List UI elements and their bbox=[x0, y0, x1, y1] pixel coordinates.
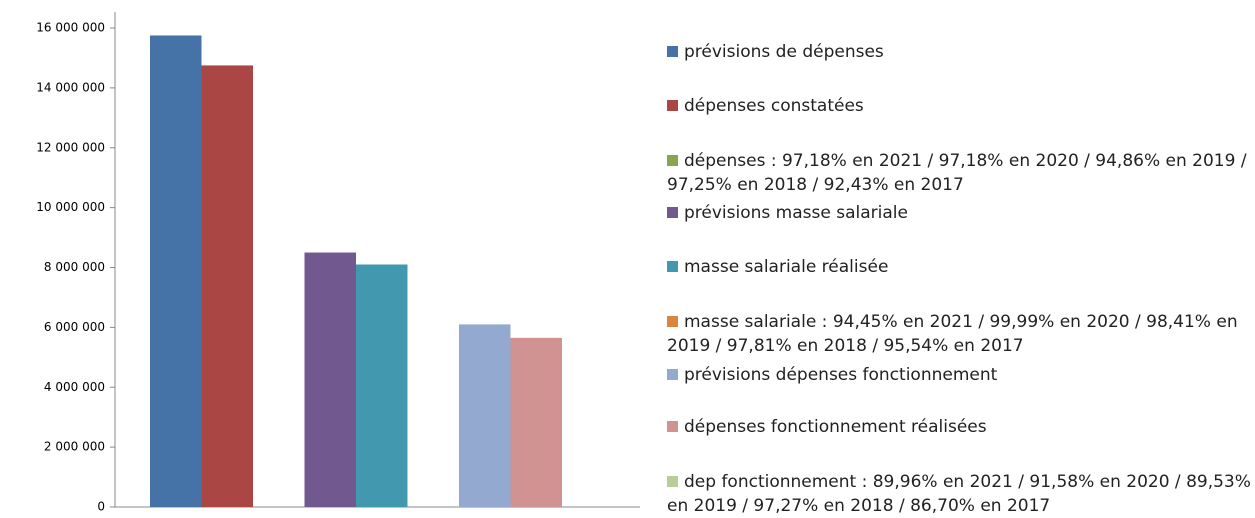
legend-entry: dépenses fonctionnement réalisées bbox=[667, 415, 1252, 439]
legend-label: dépenses constatées bbox=[684, 96, 864, 116]
y-tick-label: 12 000 000 bbox=[36, 140, 105, 154]
legend-swatch bbox=[667, 369, 678, 380]
bar bbox=[459, 324, 511, 507]
legend-entry: prévisions de dépenses bbox=[667, 40, 1252, 64]
bar bbox=[510, 337, 562, 507]
legend-swatch bbox=[667, 46, 678, 57]
legend-entry: masse salariale : 94,45% en 2021 / 99,99… bbox=[667, 310, 1252, 358]
legend-label: prévisions dépenses fonctionnement bbox=[684, 365, 998, 385]
y-tick-label: 14 000 000 bbox=[36, 80, 105, 94]
legend-swatch bbox=[667, 155, 678, 166]
legend-swatch bbox=[667, 261, 678, 272]
y-tick-label: 16 000 000 bbox=[36, 21, 105, 35]
legend-entry: dépenses constatées bbox=[667, 94, 1252, 118]
y-tick-label: 4 000 000 bbox=[44, 380, 105, 394]
legend-label: masse salariale : 94,45% en 2021 / 99,99… bbox=[667, 312, 1238, 356]
y-tick-label: 8 000 000 bbox=[44, 260, 105, 274]
legend-entry: dépenses : 97,18% en 2021 / 97,18% en 20… bbox=[667, 149, 1252, 197]
y-tick-label: 2 000 000 bbox=[44, 440, 105, 454]
legend-entry: dep fonctionnement : 89,96% en 2021 / 91… bbox=[667, 470, 1252, 518]
legend-swatch bbox=[667, 207, 678, 218]
bar bbox=[304, 252, 356, 507]
legend-label: masse salariale réalisée bbox=[684, 257, 889, 277]
legend-swatch bbox=[667, 476, 678, 487]
legend-label: dépenses : 97,18% en 2021 / 97,18% en 20… bbox=[667, 151, 1247, 195]
legend-swatch bbox=[667, 421, 678, 432]
legend-swatch bbox=[667, 100, 678, 111]
legend-swatch bbox=[667, 316, 678, 327]
bar bbox=[201, 65, 253, 507]
chart: 0 2 000 000 4 000 000 6 000 000 8 000 000 10 … bbox=[36, 12, 640, 514]
legend-label: dep fonctionnement : 89,96% en 2021 / 91… bbox=[667, 472, 1251, 516]
legend-entry: prévisions masse salariale bbox=[667, 201, 1252, 225]
legend-entry: prévisions dépenses fonctionnement bbox=[667, 363, 1252, 387]
legend-label: dépenses fonctionnement réalisées bbox=[684, 417, 987, 437]
y-tick-label: 10 000 000 bbox=[36, 200, 105, 214]
legend-label: prévisions de dépenses bbox=[684, 42, 884, 62]
y-tick-label: 0 bbox=[97, 500, 105, 514]
y-tick-label: 6 000 000 bbox=[44, 320, 105, 334]
bar bbox=[356, 264, 408, 507]
legend-entry: masse salariale réalisée bbox=[667, 255, 1252, 279]
legend-label: prévisions masse salariale bbox=[684, 203, 908, 223]
bar bbox=[150, 35, 202, 507]
